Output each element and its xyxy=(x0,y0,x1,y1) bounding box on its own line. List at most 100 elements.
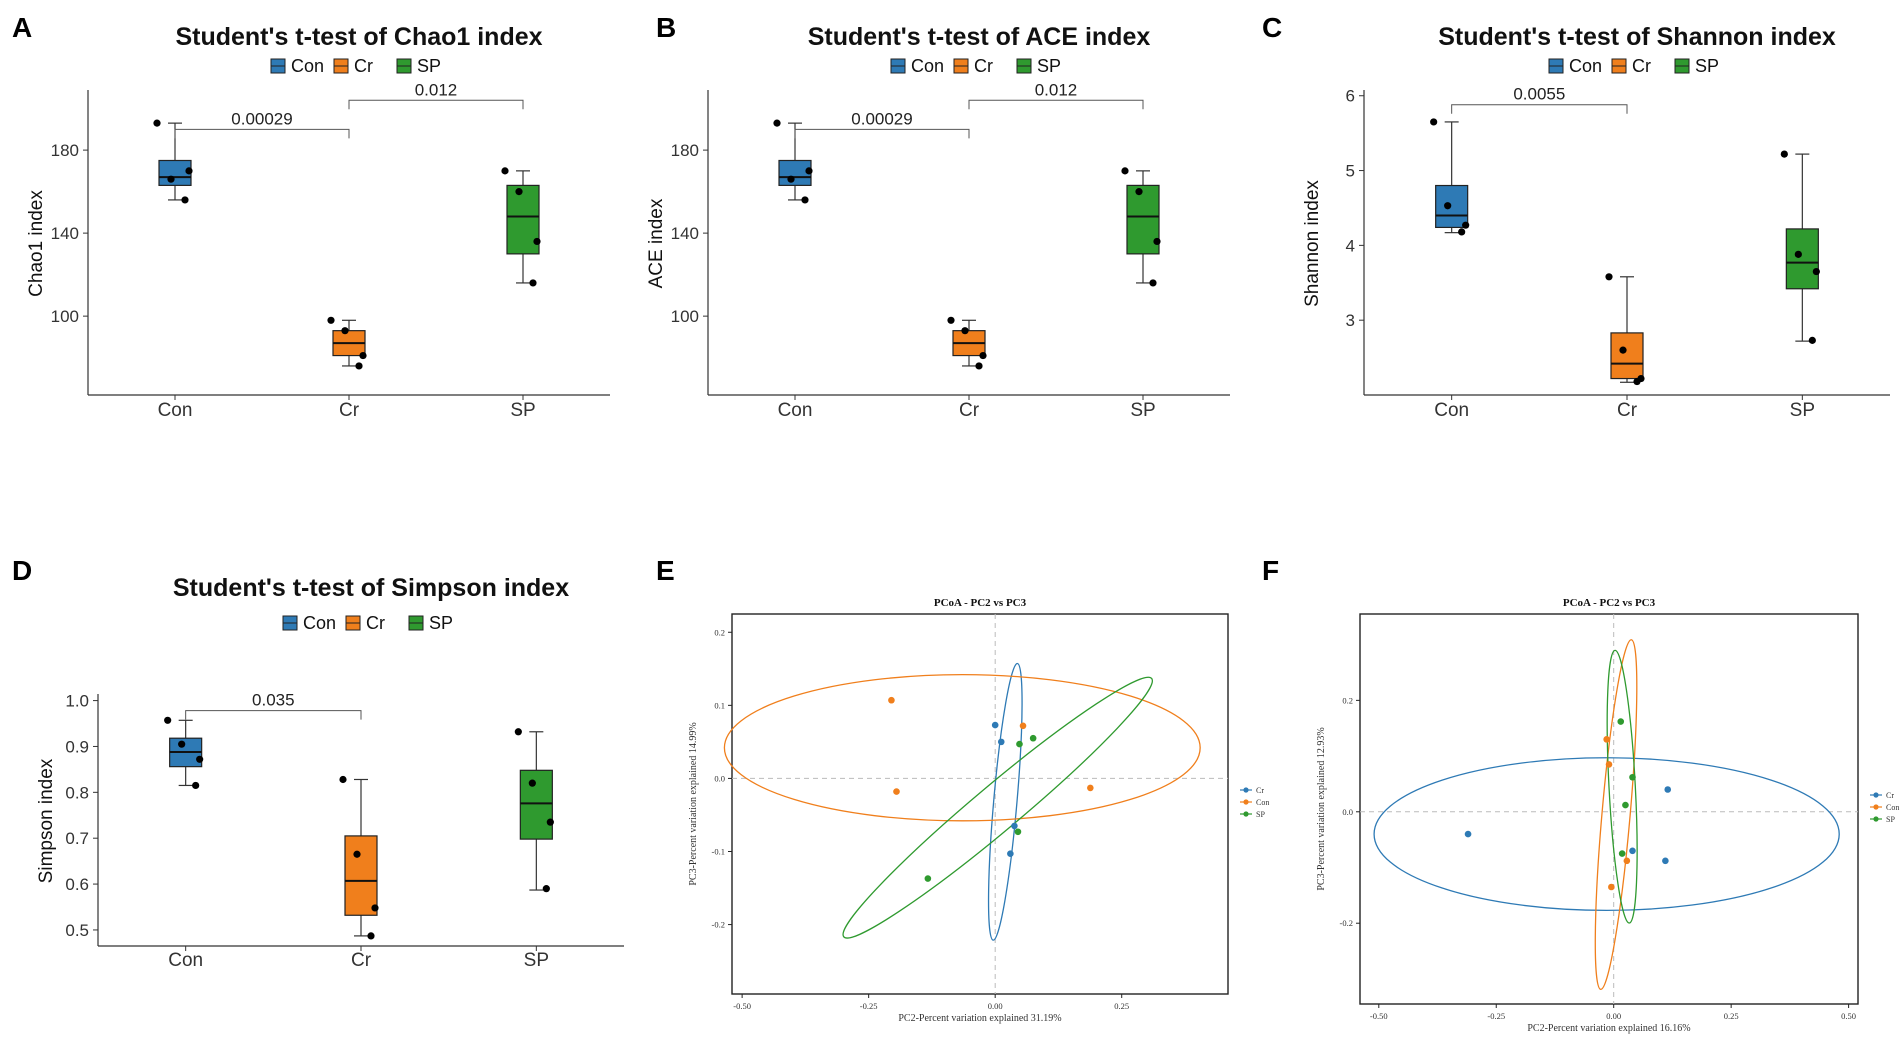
scatter-point-con xyxy=(1603,736,1610,743)
legend-dot xyxy=(1873,792,1879,798)
y-axis-label: Shannon index xyxy=(1302,180,1323,307)
significance-bracket: 0.012 xyxy=(348,80,524,110)
pcoa-scatter-e: PCoA - PC2 vs PC3 -0.50 -0.25 0.00 0.25 -0.2 -… xyxy=(688,597,1269,1024)
scatter-point-con xyxy=(1623,857,1631,865)
legend-dot xyxy=(1243,811,1249,817)
legend-label: Cr xyxy=(366,613,385,633)
plot-frame xyxy=(731,613,1229,995)
data-point-sp xyxy=(1149,279,1157,287)
x-tick-label-sp: SP xyxy=(510,400,535,421)
data-point-sp xyxy=(528,779,536,787)
legend-label: Con xyxy=(911,56,944,76)
data-point-cr xyxy=(1605,273,1613,281)
legend-item-cr: Cr xyxy=(333,56,373,76)
data-point-sp xyxy=(1153,237,1161,246)
data-point-sp xyxy=(514,728,522,736)
scatter-point-con xyxy=(1608,883,1615,891)
data-point-cr xyxy=(355,362,363,370)
box-sp xyxy=(1785,153,1819,342)
x-tick-label-con: Con xyxy=(168,950,203,971)
data-point-sp xyxy=(542,885,550,893)
chart-title: Student's t-test of Shannon index xyxy=(1438,23,1836,51)
significance-bracket: 0.00029 xyxy=(794,109,970,139)
legend-item-sp: SP xyxy=(1674,56,1719,76)
box-sp xyxy=(1126,170,1160,284)
box-cr xyxy=(1610,276,1644,383)
y-axis-label: Simpson index xyxy=(36,758,57,883)
scatter-point-sp xyxy=(924,875,932,882)
box-con xyxy=(158,122,192,201)
y-tick-label: 140 xyxy=(671,224,699,243)
scatter-point-con xyxy=(1087,784,1094,792)
y-tick-label: 6 xyxy=(1346,87,1355,106)
data-point-cr xyxy=(371,904,379,912)
data-point-cr xyxy=(979,351,987,360)
data-point-con xyxy=(167,175,175,183)
box-iqr xyxy=(1435,184,1469,229)
p-value-label: 0.012 xyxy=(415,80,458,99)
confidence-ellipse-sp xyxy=(842,676,1154,939)
scatter-point-cr xyxy=(1007,850,1014,857)
data-point-sp xyxy=(533,237,541,246)
box-sp xyxy=(519,731,553,891)
data-point-sp xyxy=(1812,267,1820,276)
legend-label: Cr xyxy=(1886,791,1894,800)
legend-label: SP xyxy=(1695,56,1719,76)
x-tick-label: 0.00 xyxy=(1606,1011,1621,1021)
data-point-cr xyxy=(975,362,983,370)
y-axis-label: ACE index xyxy=(646,198,667,288)
chart-title: PCoA - PC2 vs PC3 xyxy=(1563,597,1656,609)
x-tick-label-sp: SP xyxy=(1130,400,1155,421)
data-point-sp xyxy=(515,188,523,196)
y-tick-label: -0.1 xyxy=(712,847,725,857)
scatter-point-sp xyxy=(1622,801,1629,809)
box-iqr xyxy=(519,769,553,840)
panel-letter-e: E xyxy=(656,555,675,586)
boxplot-shannon: Student's t-test of Shannon index Con Cr SP… xyxy=(1302,23,1890,421)
data-point-cr xyxy=(1633,377,1641,386)
scatter-point-cr xyxy=(997,738,1005,746)
y-tick-label: 0.6 xyxy=(65,875,89,894)
y-tick-label: 140 xyxy=(51,224,79,243)
data-point-con xyxy=(787,175,795,183)
legend-label: Con xyxy=(303,613,336,633)
confidence-ellipse-cr xyxy=(987,662,1023,941)
confidence-ellipse-con xyxy=(1594,639,1638,991)
x-tick-label: -0.25 xyxy=(860,1001,878,1011)
x-tick-label-cr: Cr xyxy=(1617,400,1638,421)
x-tick-label-cr: Cr xyxy=(339,400,360,421)
scatter-point-sp xyxy=(1014,828,1022,836)
y-tick-label: 0.5 xyxy=(65,921,89,940)
data-point-con xyxy=(185,167,193,175)
data-point-con xyxy=(1430,118,1438,126)
p-value-label: 0.012 xyxy=(1035,80,1078,99)
y-tick-label: 100 xyxy=(671,307,699,326)
confidence-ellipse-sp xyxy=(1606,649,1638,924)
scatter-point-cr xyxy=(1662,857,1669,865)
y-axis-label: PC3-Percent variation explained 14.99% xyxy=(688,722,699,885)
scatter-point-sp xyxy=(1618,850,1626,857)
box-cr xyxy=(344,778,378,937)
data-point-cr xyxy=(341,327,349,335)
legend-dot xyxy=(1243,799,1249,805)
x-tick-label: 0.25 xyxy=(1724,1011,1739,1021)
data-point-sp xyxy=(546,818,554,826)
p-value-label: 0.00029 xyxy=(231,109,292,128)
data-point-sp xyxy=(529,279,537,287)
significance-bracket: 0.012 xyxy=(968,80,1144,110)
y-tick-label: 1.0 xyxy=(65,692,89,711)
p-value-label: 0.035 xyxy=(252,691,295,710)
chart-title: Student's t-test of ACE index xyxy=(808,23,1151,51)
bracket-line xyxy=(794,128,970,139)
chart-title: PCoA - PC2 vs PC3 xyxy=(934,597,1027,609)
pcoa-scatter-f: PCoA - PC2 vs PC3 -0.50 -0.25 0.00 0.25 0.50 -… xyxy=(1316,597,1899,1034)
y-tick-label: 3 xyxy=(1346,311,1355,330)
scatter-point-con xyxy=(1605,761,1613,768)
legend-label: Cr xyxy=(1632,56,1651,76)
legend-item-con: Con xyxy=(1240,798,1269,807)
x-tick-label-cr: Cr xyxy=(959,400,980,421)
data-point-con xyxy=(181,196,189,204)
legend-label: Cr xyxy=(974,56,993,76)
box-cr xyxy=(952,319,986,367)
x-tick-label-sp: SP xyxy=(1790,400,1815,421)
